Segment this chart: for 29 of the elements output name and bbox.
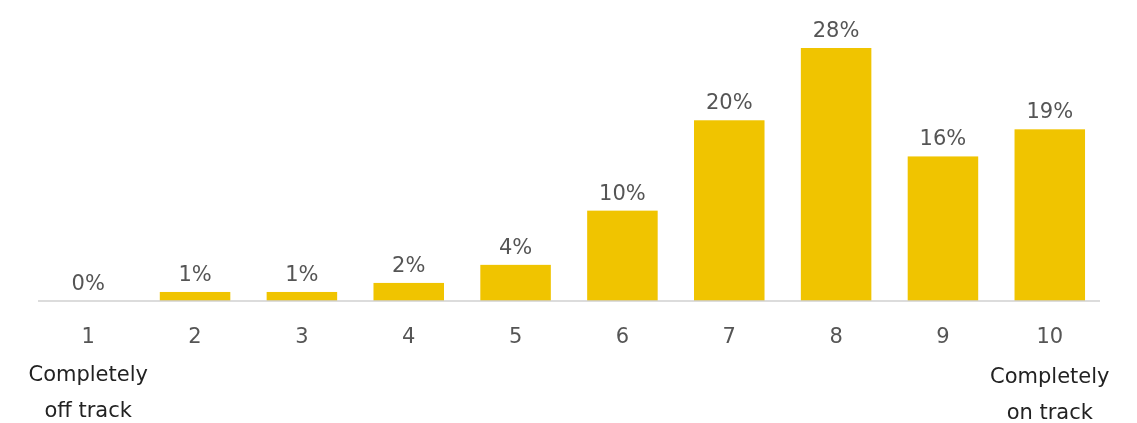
- x-tick-label: 10: [1036, 324, 1064, 348]
- text: Completely off track: [28, 362, 148, 422]
- data-label: 4%: [498, 234, 533, 259]
- data-label: 1%: [178, 261, 212, 286]
- x-tick-label: 9: [936, 324, 950, 348]
- data-label: 28%: [812, 18, 860, 42]
- data-label: 2%: [392, 252, 426, 277]
- x-tick-label: 4: [402, 324, 416, 348]
- x-tick-label: 3: [295, 324, 309, 348]
- x-tick-label: 1: [81, 324, 95, 348]
- x-tick-label: 7: [722, 324, 736, 348]
- bar: [587, 210, 658, 301]
- x-tick-label: 5: [508, 324, 523, 348]
- bar: [800, 48, 872, 301]
- data-label: 1%: [285, 261, 319, 286]
- bar: [907, 156, 979, 301]
- data-label: 10%: [599, 180, 646, 205]
- bar: [373, 282, 444, 301]
- x-tick-label: 8: [829, 324, 843, 348]
- bar: [694, 120, 765, 301]
- data-label: 19%: [1026, 99, 1074, 124]
- text: Completely on track: [990, 364, 1110, 423]
- bar: [1014, 129, 1086, 301]
- data-label: 0%: [71, 271, 105, 295]
- x-tick-label: 6: [615, 324, 630, 348]
- data-label: 16%: [919, 126, 967, 151]
- x-tick-label: 2: [188, 324, 202, 348]
- bar: [480, 264, 551, 301]
- data-label: 20%: [705, 90, 753, 115]
